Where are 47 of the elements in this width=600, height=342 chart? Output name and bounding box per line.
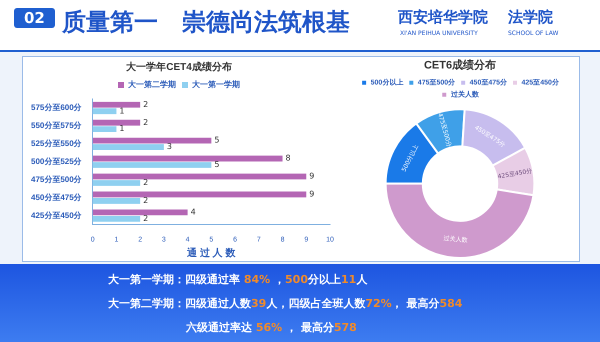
bar (92, 192, 306, 198)
y-tick-label: 500分至525分 (30, 157, 83, 166)
text: 六级通过率达 56% ， 最高分578 (186, 320, 357, 335)
data-label: 2 (143, 196, 148, 205)
y-tick-label: 425分至450分 (30, 210, 83, 220)
bar (92, 198, 140, 204)
bar (92, 126, 116, 132)
data-label: 4 (190, 207, 196, 216)
y-tick-label: 475分至500分 (30, 174, 83, 184)
legend-label: 大一第二学期 (128, 80, 176, 90)
data-label: 2 (143, 214, 148, 223)
bar (92, 180, 140, 186)
data-label: 5 (214, 160, 220, 170)
data-label: 2 (143, 178, 148, 188)
bar (92, 138, 212, 144)
text: 02 (14, 8, 55, 28)
text: 大一第一学期：四级通过率 84% ，500分以上11人 (108, 272, 368, 287)
text: 大一第二学期：四级通过人数39人，四级占全班人数72%， 最高分584 (108, 296, 462, 311)
y-tick-label: 575分至600分 (30, 103, 83, 112)
bar (92, 216, 140, 222)
text: 法学院 (508, 8, 553, 27)
bar (92, 209, 188, 216)
bar (92, 144, 164, 150)
text: 西安培华学院 (398, 8, 488, 27)
bar (92, 108, 116, 114)
bar (92, 102, 140, 108)
bar (92, 120, 140, 126)
data-label: 8 (286, 154, 291, 163)
data-label: 1 (119, 124, 125, 134)
x-axis-title: 通 过 人 数 (186, 246, 237, 259)
data-label: 3 (166, 142, 172, 152)
text: 质量第一 崇德尚法筑根基 (62, 6, 350, 38)
y-tick-label: 550分至575分 (30, 121, 83, 130)
bar (92, 162, 212, 168)
bar (92, 174, 306, 180)
y-tick-label: 450分至475分 (30, 192, 83, 202)
data-label: 9 (309, 172, 314, 181)
data-label: 5 (214, 136, 220, 145)
bar (92, 156, 283, 162)
chart-title: 大一学年CET4成绩分布 (125, 60, 232, 73)
legend-label: 大一第一学期 (192, 80, 240, 90)
y-tick-label: 525分至550分 (30, 139, 83, 148)
data-label: 2 (143, 118, 148, 127)
data-label: 9 (309, 190, 314, 199)
data-label: 2 (143, 100, 148, 109)
data-label: 1 (119, 106, 125, 116)
chart-title: CET6成绩分布 (424, 58, 496, 72)
